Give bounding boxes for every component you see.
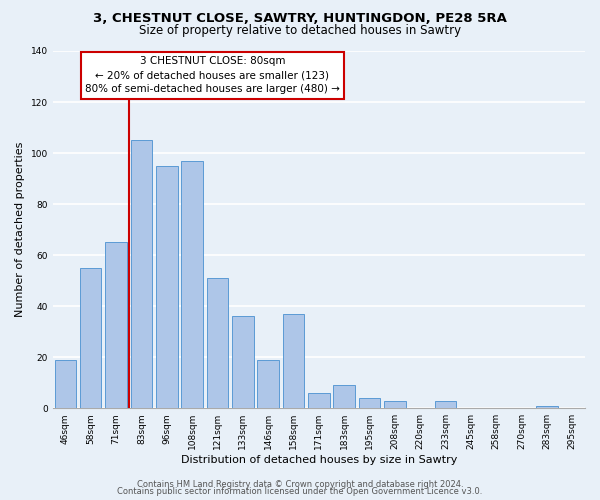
- Text: 3, CHESTNUT CLOSE, SAWTRY, HUNTINGDON, PE28 5RA: 3, CHESTNUT CLOSE, SAWTRY, HUNTINGDON, P…: [93, 12, 507, 26]
- Y-axis label: Number of detached properties: Number of detached properties: [15, 142, 25, 318]
- Bar: [384, 400, 406, 408]
- Bar: [435, 400, 457, 408]
- Bar: [206, 278, 228, 408]
- Text: 3 CHESTNUT CLOSE: 80sqm
← 20% of detached houses are smaller (123)
80% of semi-d: 3 CHESTNUT CLOSE: 80sqm ← 20% of detache…: [85, 56, 340, 94]
- Text: Size of property relative to detached houses in Sawtry: Size of property relative to detached ho…: [139, 24, 461, 37]
- Text: Contains public sector information licensed under the Open Government Licence v3: Contains public sector information licen…: [118, 487, 482, 496]
- Bar: [334, 385, 355, 408]
- Bar: [105, 242, 127, 408]
- Text: Contains HM Land Registry data © Crown copyright and database right 2024.: Contains HM Land Registry data © Crown c…: [137, 480, 463, 489]
- Bar: [536, 406, 558, 408]
- X-axis label: Distribution of detached houses by size in Sawtry: Distribution of detached houses by size …: [181, 455, 457, 465]
- Bar: [131, 140, 152, 408]
- Bar: [232, 316, 254, 408]
- Bar: [55, 360, 76, 408]
- Bar: [181, 160, 203, 408]
- Bar: [156, 166, 178, 408]
- Bar: [359, 398, 380, 408]
- Bar: [283, 314, 304, 408]
- Bar: [308, 393, 329, 408]
- Bar: [257, 360, 279, 408]
- Bar: [80, 268, 101, 408]
